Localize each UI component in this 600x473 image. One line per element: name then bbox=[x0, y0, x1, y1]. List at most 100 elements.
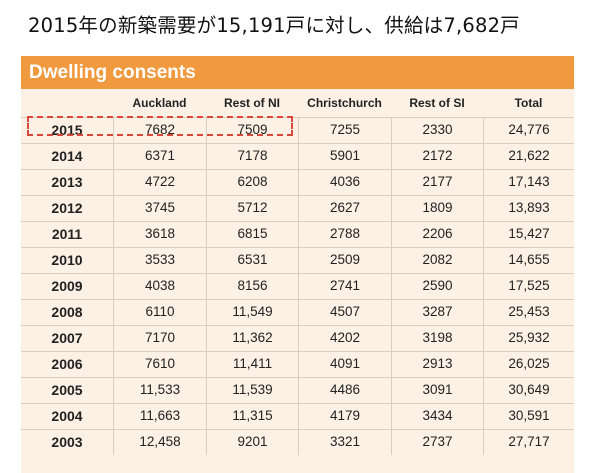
column-header-christchurch: Christchurch bbox=[307, 96, 382, 110]
year-cell: 2014 bbox=[51, 148, 83, 164]
cell-total: 14,655 bbox=[483, 247, 574, 273]
cell-rest-of-si: 2590 bbox=[391, 273, 483, 299]
row-divider bbox=[21, 429, 574, 430]
column-headers: Auckland Rest of NI Christchurch Rest of SI… bbox=[21, 89, 574, 117]
cell-rest-of-ni: 6208 bbox=[206, 169, 298, 195]
cell-rest-of-si: 3287 bbox=[391, 299, 483, 325]
cell-rest-of-si: 2172 bbox=[391, 143, 483, 169]
cell-rest-of-ni: 8156 bbox=[206, 273, 298, 299]
cell-christchurch: 2788 bbox=[298, 221, 391, 247]
row-divider bbox=[21, 377, 574, 378]
cell-rest-of-si: 2206 bbox=[391, 221, 483, 247]
cell-rest-of-si: 2177 bbox=[391, 169, 483, 195]
year-cell: 2011 bbox=[51, 226, 83, 242]
row-divider bbox=[21, 221, 574, 222]
cell-rest-of-si: 3198 bbox=[391, 325, 483, 351]
cell-total: 13,893 bbox=[483, 195, 574, 221]
year-cell: 2008 bbox=[51, 304, 83, 320]
cell-total: 30,591 bbox=[483, 403, 574, 429]
row-divider bbox=[21, 299, 574, 300]
cell-rest-of-ni: 11,549 bbox=[206, 299, 298, 325]
year-cell: 2013 bbox=[51, 174, 83, 190]
column-header-total: Total bbox=[514, 96, 543, 110]
year-cell: 2010 bbox=[51, 252, 83, 268]
cell-rest-of-ni: 6531 bbox=[206, 247, 298, 273]
year-cell: 2006 bbox=[51, 356, 83, 372]
column-header-rest-of-si: Rest of SI bbox=[409, 96, 465, 110]
row-divider bbox=[21, 247, 574, 248]
cell-total: 15,427 bbox=[483, 221, 574, 247]
year-cell: 2004 bbox=[51, 408, 83, 424]
table-row: 2009 4038 8156 2741 2590 17,525 bbox=[21, 273, 574, 299]
cell-auckland: 11,663 bbox=[113, 403, 206, 429]
cell-christchurch: 4036 bbox=[298, 169, 391, 195]
cell-christchurch: 2509 bbox=[298, 247, 391, 273]
cell-auckland: 4038 bbox=[113, 273, 206, 299]
row-divider bbox=[21, 273, 574, 274]
year-cell: 2003 bbox=[51, 434, 83, 450]
cell-auckland: 6110 bbox=[113, 299, 206, 325]
cell-rest-of-ni: 11,411 bbox=[206, 351, 298, 377]
cell-christchurch: 5901 bbox=[298, 143, 391, 169]
page-heading: 2015年の新築需要が15,191戸に対し、供給は7,682戸 bbox=[28, 14, 520, 37]
cell-total: 21,622 bbox=[483, 143, 574, 169]
table-row: 2004 11,663 11,315 4179 3434 30,591 bbox=[21, 403, 574, 429]
table-row: 2013 4722 6208 4036 2177 17,143 bbox=[21, 169, 574, 195]
cell-rest-of-ni: 7178 bbox=[206, 143, 298, 169]
cell-auckland: 11,533 bbox=[113, 377, 206, 403]
cell-auckland: 7610 bbox=[113, 351, 206, 377]
year-cell: 2012 bbox=[51, 200, 83, 216]
cell-rest-of-si: 3434 bbox=[391, 403, 483, 429]
cell-rest-of-ni: 7509 bbox=[206, 117, 298, 143]
cell-christchurch: 4202 bbox=[298, 325, 391, 351]
table-row: 2010 3533 6531 2509 2082 14,655 bbox=[21, 247, 574, 273]
year-cell: 2009 bbox=[51, 278, 83, 294]
cell-christchurch: 7255 bbox=[298, 117, 391, 143]
column-header-rest-of-ni: Rest of NI bbox=[223, 96, 280, 110]
cell-total: 30,649 bbox=[483, 377, 574, 403]
row-divider bbox=[21, 403, 574, 404]
column-header-year bbox=[21, 89, 113, 117]
table-row: 2014 6371 7178 5901 2172 21,622 bbox=[21, 143, 574, 169]
cell-rest-of-si: 1809 bbox=[391, 195, 483, 221]
cell-christchurch: 3321 bbox=[298, 429, 391, 455]
cell-rest-of-si: 2913 bbox=[391, 351, 483, 377]
table-row: 2005 11,533 11,539 4486 3091 30,649 bbox=[21, 377, 574, 403]
cell-auckland: 3533 bbox=[113, 247, 206, 273]
row-divider bbox=[21, 143, 574, 144]
dwelling-consents-panel: Dwelling consents Auckland Rest of NI Chri… bbox=[21, 56, 574, 473]
cell-christchurch: 2627 bbox=[298, 195, 391, 221]
table-row: 2006 7610 11,411 4091 2913 26,025 bbox=[21, 351, 574, 377]
row-divider bbox=[21, 169, 574, 170]
cell-total: 17,525 bbox=[483, 273, 574, 299]
table-row: 2011 3618 6815 2788 2206 15,427 bbox=[21, 221, 574, 247]
data-table: 2015 7682 7509 7255 2330 24,776 2014 6371 7178 59… bbox=[21, 117, 574, 455]
row-divider bbox=[21, 195, 574, 196]
cell-total: 17,143 bbox=[483, 169, 574, 195]
cell-rest-of-ni: 9201 bbox=[206, 429, 298, 455]
column-header-auckland: Auckland bbox=[132, 96, 187, 110]
cell-christchurch: 4091 bbox=[298, 351, 391, 377]
cell-rest-of-ni: 11,315 bbox=[206, 403, 298, 429]
year-cell: 2007 bbox=[51, 330, 83, 346]
cell-rest-of-si: 2737 bbox=[391, 429, 483, 455]
cell-rest-of-ni: 11,362 bbox=[206, 325, 298, 351]
row-divider bbox=[21, 351, 574, 352]
cell-rest-of-si: 2330 bbox=[391, 117, 483, 143]
table-row: 2012 3745 5712 2627 1809 13,893 bbox=[21, 195, 574, 221]
row-divider bbox=[21, 117, 574, 118]
cell-rest-of-si: 3091 bbox=[391, 377, 483, 403]
cell-total: 24,776 bbox=[483, 117, 574, 143]
cell-total: 25,932 bbox=[483, 325, 574, 351]
highlight-box-2015 bbox=[27, 116, 293, 136]
cell-rest-of-ni: 6815 bbox=[206, 221, 298, 247]
cell-auckland: 7682 bbox=[113, 117, 206, 143]
cell-auckland: 4722 bbox=[113, 169, 206, 195]
cell-total: 26,025 bbox=[483, 351, 574, 377]
cell-auckland: 12,458 bbox=[113, 429, 206, 455]
cell-auckland: 6371 bbox=[113, 143, 206, 169]
cell-christchurch: 2741 bbox=[298, 273, 391, 299]
table-row: 2008 6110 11,549 4507 3287 25,453 bbox=[21, 299, 574, 325]
cell-total: 25,453 bbox=[483, 299, 574, 325]
cell-rest-of-ni: 5712 bbox=[206, 195, 298, 221]
